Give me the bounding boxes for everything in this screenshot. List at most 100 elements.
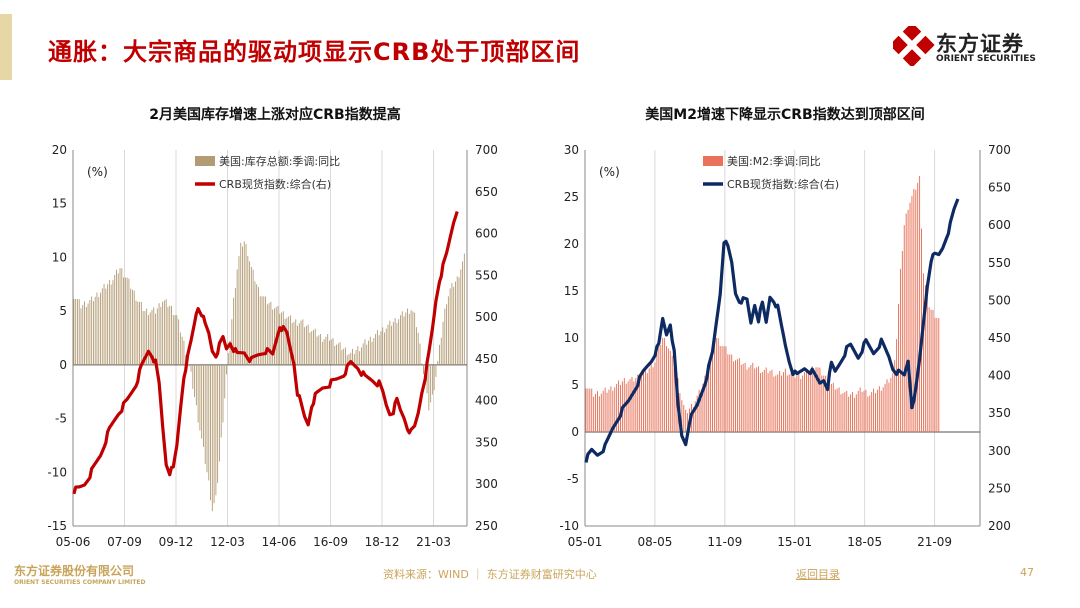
bar xyxy=(84,301,85,365)
bar xyxy=(763,369,765,432)
bar xyxy=(455,281,456,365)
bar xyxy=(595,393,597,432)
bar xyxy=(650,363,652,432)
bar xyxy=(139,301,141,365)
bar xyxy=(215,364,217,496)
x-tick-label: 09-12 xyxy=(159,535,194,549)
bar xyxy=(616,383,618,432)
bar xyxy=(740,364,742,432)
bar xyxy=(591,388,593,432)
bar xyxy=(852,392,853,432)
bar xyxy=(683,405,685,432)
bar xyxy=(719,346,721,432)
bar xyxy=(629,379,631,432)
y-left-tick-label: 25 xyxy=(564,190,579,204)
bar xyxy=(116,269,117,365)
bar xyxy=(247,255,249,365)
bar xyxy=(600,393,602,432)
y-right-tick-label: 250 xyxy=(475,519,498,533)
bar xyxy=(270,301,272,365)
bar xyxy=(258,287,259,365)
bar xyxy=(357,346,359,365)
bar xyxy=(909,202,911,432)
bar xyxy=(792,372,794,432)
bar xyxy=(890,377,892,432)
bar xyxy=(754,368,756,432)
bar xyxy=(376,330,378,365)
bar xyxy=(784,368,786,432)
bar xyxy=(220,364,222,438)
bar xyxy=(811,366,813,432)
bar xyxy=(238,256,240,365)
bar xyxy=(126,277,128,365)
bar xyxy=(89,300,91,365)
legend-swatch-bar xyxy=(195,156,215,166)
bar xyxy=(844,392,846,432)
bar xyxy=(121,268,123,365)
bar xyxy=(87,303,89,365)
bar xyxy=(449,288,451,365)
bar xyxy=(194,364,196,398)
logo-text: 东方证券 xyxy=(936,32,1024,56)
bar xyxy=(415,327,417,365)
back-to-contents-link[interactable]: 返回目录 xyxy=(796,568,840,581)
bar xyxy=(836,388,838,432)
x-tick-label: 12-03 xyxy=(210,535,245,549)
bar xyxy=(456,276,458,365)
bar xyxy=(713,344,715,432)
bar xyxy=(259,296,261,365)
bar xyxy=(387,324,389,365)
bar xyxy=(339,342,341,365)
bar xyxy=(364,339,366,365)
bar xyxy=(240,242,242,365)
bar xyxy=(666,346,667,432)
y-left-tick-label: -10 xyxy=(559,519,579,533)
chart-1-title: 2月美国库存增速上涨对应CRB指数提高 xyxy=(149,107,401,123)
bar xyxy=(759,373,761,432)
unit-label: (%) xyxy=(87,165,108,179)
bar xyxy=(884,383,886,432)
bar xyxy=(348,354,350,365)
bar xyxy=(832,382,834,432)
bar xyxy=(913,188,915,432)
bar xyxy=(229,340,231,365)
y-left-tick-label: 15 xyxy=(564,284,579,298)
bar xyxy=(337,343,339,365)
bar xyxy=(440,337,442,365)
bar xyxy=(179,332,181,365)
bar xyxy=(155,313,156,365)
bar xyxy=(435,364,437,377)
bar xyxy=(405,312,407,365)
bar xyxy=(694,401,696,432)
bar xyxy=(144,311,146,365)
bar xyxy=(346,355,348,365)
bar xyxy=(756,367,758,432)
x-tick-label: 07-09 xyxy=(107,535,142,549)
bar xyxy=(135,300,137,365)
bar xyxy=(373,337,375,365)
bar xyxy=(453,286,455,365)
bar xyxy=(654,362,656,432)
bar xyxy=(662,338,664,432)
bar xyxy=(210,364,211,501)
bar xyxy=(181,336,183,365)
bar xyxy=(178,319,180,365)
bar xyxy=(309,332,311,365)
footer-company-name-en: ORIENT SECURITIES COMPANY LIMITED xyxy=(14,579,146,586)
bar xyxy=(76,299,78,365)
bar xyxy=(307,324,309,365)
bar xyxy=(758,366,760,432)
bar xyxy=(439,344,440,365)
bar xyxy=(888,382,890,432)
accent-bar xyxy=(0,14,12,80)
chart-m2-crb: -10 -5 0 5 10 15 20 25 30 200 250 300 350 400 450 500 55… xyxy=(559,143,1011,549)
bar xyxy=(598,396,600,432)
bar xyxy=(165,299,167,365)
bar xyxy=(934,317,936,432)
bar xyxy=(401,311,403,365)
bar xyxy=(681,400,683,432)
bar xyxy=(316,336,318,365)
bar xyxy=(249,261,251,365)
bar xyxy=(625,383,627,432)
y-right-tick-label: 700 xyxy=(475,143,498,157)
